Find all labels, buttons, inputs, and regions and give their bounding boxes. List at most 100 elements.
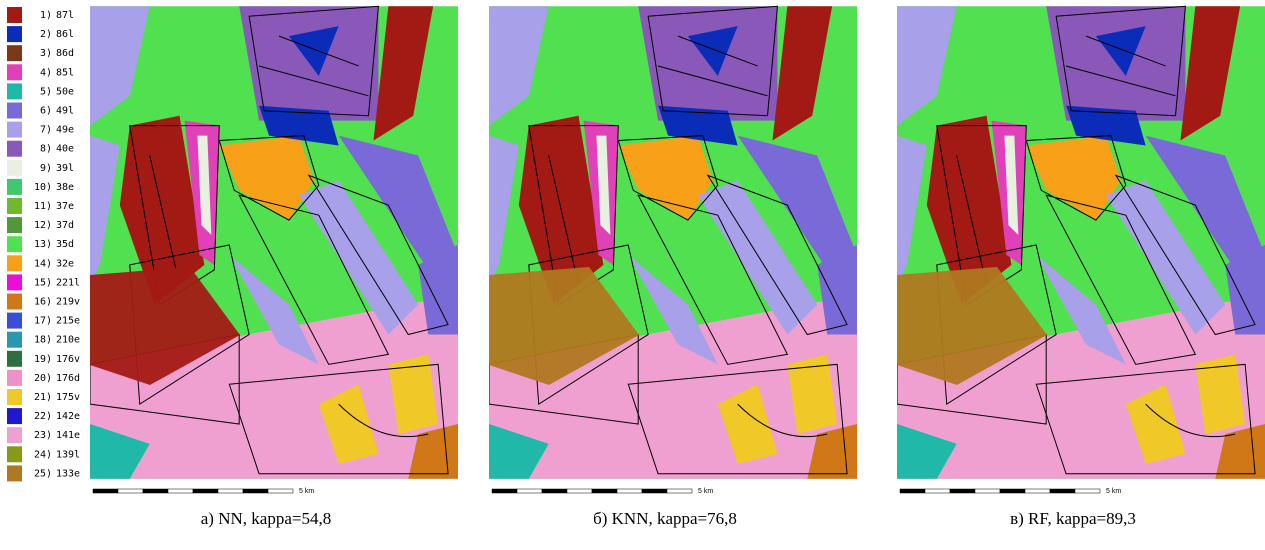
- legend-code: 219v: [56, 297, 80, 308]
- scale-segment: [592, 489, 617, 493]
- legend-code: 32e: [56, 258, 74, 269]
- scale-segment: [268, 489, 293, 493]
- legend-swatch: [7, 122, 22, 138]
- legend-code: 37e: [56, 201, 74, 212]
- legend-swatch: [7, 465, 22, 481]
- legend-code: 39l: [56, 163, 74, 174]
- legend-number: 4): [40, 67, 52, 78]
- legend-number: 15): [34, 277, 52, 288]
- legend-code: 142e: [56, 411, 80, 422]
- legend: 1)87l2)86l3)86d4)85l5)50e6)49l7)49e8)40e…: [7, 7, 80, 481]
- legend-number: 6): [40, 106, 52, 117]
- map-image: [90, 6, 458, 478]
- legend-code: 141e: [56, 430, 80, 441]
- scale-label: 5 km: [1106, 488, 1121, 495]
- legend-number: 3): [40, 48, 52, 59]
- panel-caption: в) RF, kappa=89,3: [1010, 509, 1136, 528]
- scale-segment: [168, 489, 193, 493]
- legend-swatch: [7, 179, 22, 195]
- legend-code: 221l: [56, 277, 80, 288]
- legend-code: 176v: [56, 354, 80, 365]
- scale-label: 5 km: [698, 488, 713, 495]
- legend-number: 24): [34, 449, 52, 460]
- legend-swatch: [7, 83, 22, 99]
- legend-swatch: [7, 64, 22, 80]
- scale-segment: [1050, 489, 1075, 493]
- legend-number: 14): [34, 258, 52, 269]
- legend-swatch: [7, 26, 22, 42]
- legend-number: 5): [40, 86, 52, 97]
- legend-swatch: [7, 294, 22, 310]
- scale-segment: [975, 489, 1000, 493]
- legend-swatch: [7, 7, 22, 23]
- scale-segment: [517, 489, 542, 493]
- scale-segment: [218, 489, 243, 493]
- legend-number: 11): [34, 201, 52, 212]
- legend-swatch: [7, 236, 22, 252]
- legend-swatch: [7, 160, 22, 176]
- legend-swatch: [7, 389, 22, 405]
- map-panel: 5 kmа) NN, kappa=54,8: [90, 6, 458, 528]
- legend-code: 133e: [56, 468, 80, 479]
- legend-code: 87l: [56, 10, 74, 21]
- legend-number: 19): [34, 354, 52, 365]
- legend-number: 25): [34, 468, 52, 479]
- legend-code: 38e: [56, 182, 74, 193]
- legend-number: 12): [34, 220, 52, 231]
- legend-swatch: [7, 370, 22, 386]
- legend-number: 8): [40, 144, 52, 155]
- scale-segment: [93, 489, 118, 493]
- legend-number: 23): [34, 430, 52, 441]
- legend-code: 85l: [56, 67, 74, 78]
- scale-segment: [950, 489, 975, 493]
- legend-swatch: [7, 427, 22, 443]
- map-panel: 5 km в) RF, kappa=89,3: [897, 6, 1265, 528]
- scale-segment: [193, 489, 218, 493]
- legend-number: 2): [40, 29, 52, 40]
- legend-number: 18): [34, 335, 52, 346]
- map-panel: 5 km б) KNN, kappa=76,8: [489, 6, 857, 528]
- legend-swatch: [7, 408, 22, 424]
- legend-code: 175v: [56, 392, 80, 403]
- legend-swatch: [7, 313, 22, 329]
- scale-segment: [1075, 489, 1100, 493]
- legend-code: 49e: [56, 125, 74, 136]
- scale-segment: [1025, 489, 1050, 493]
- legend-swatch: [7, 217, 22, 233]
- scale-segment: [900, 489, 925, 493]
- scale-segment: [925, 489, 950, 493]
- scale-segment: [642, 489, 667, 493]
- legend-number: 16): [34, 297, 52, 308]
- legend-number: 7): [40, 125, 52, 136]
- legend-swatch: [7, 274, 22, 290]
- scale-segment: [567, 489, 592, 493]
- legend-number: 20): [34, 373, 52, 384]
- legend-swatch: [7, 446, 22, 462]
- map-image: [897, 6, 1265, 478]
- panels: 5 kmа) NN, kappa=54,8 5 km б) KNN, kappa=7…: [90, 6, 1265, 528]
- panel-caption: б) KNN, kappa=76,8: [593, 509, 737, 528]
- scale-segment: [667, 489, 692, 493]
- legend-code: 37d: [56, 220, 74, 231]
- legend-swatch: [7, 141, 22, 157]
- legend-number: 13): [34, 239, 52, 250]
- legend-swatch: [7, 351, 22, 367]
- legend-number: 1): [40, 10, 52, 21]
- legend-number: 17): [34, 316, 52, 327]
- legend-swatch: [7, 198, 22, 214]
- legend-code: 139l: [56, 449, 80, 460]
- legend-code: 176d: [56, 373, 80, 384]
- legend-code: 50e: [56, 86, 74, 97]
- legend-code: 86d: [56, 48, 74, 59]
- legend-code: 86l: [56, 29, 74, 40]
- scale-segment: [542, 489, 567, 493]
- legend-number: 9): [40, 163, 52, 174]
- scale-segment: [143, 489, 168, 493]
- legend-swatch: [7, 332, 22, 348]
- map-image: [489, 6, 857, 478]
- legend-number: 22): [34, 411, 52, 422]
- legend-swatch: [7, 45, 22, 61]
- legend-code: 49l: [56, 106, 74, 117]
- legend-code: 210e: [56, 335, 80, 346]
- scale-segment: [1000, 489, 1025, 493]
